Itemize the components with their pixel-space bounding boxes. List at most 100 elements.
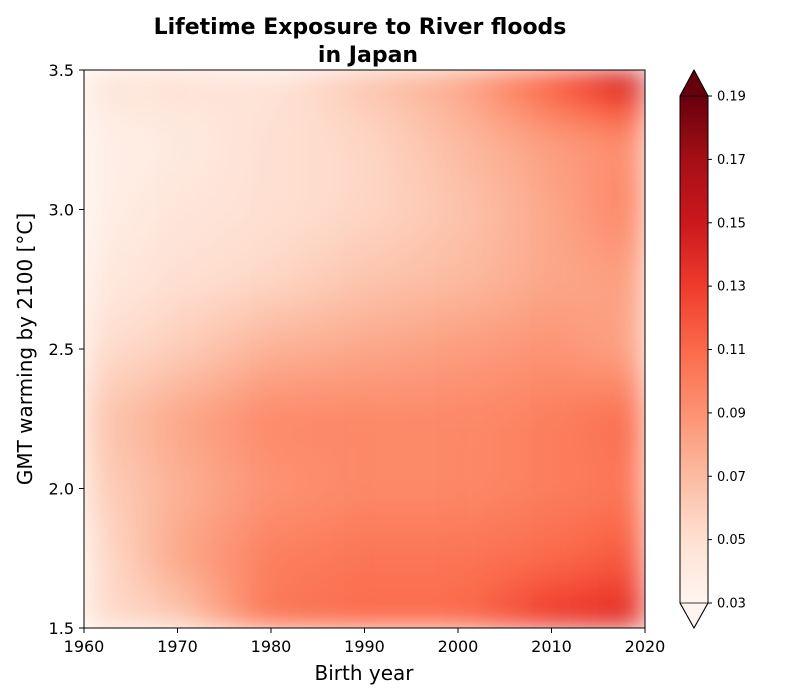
heatmap-cell: [299, 167, 309, 183]
y-axis-label: GMT warming by 2100 [°C]: [13, 213, 37, 485]
heatmap-cell: [214, 418, 225, 434]
heatmap-cell: [308, 516, 318, 531]
heatmap-cell: [373, 362, 384, 378]
heatmap-surface: [84, 70, 645, 628]
heatmap-cell: [476, 614, 487, 628]
heatmap-cell: [102, 432, 113, 448]
heatmap-cell: [317, 70, 328, 85]
heatmap-cell: [626, 111, 636, 127]
heatmap-cell: [317, 125, 328, 141]
heatmap-cell: [289, 167, 300, 183]
heatmap-cell: [467, 279, 477, 294]
heatmap-cell: [401, 544, 412, 559]
heatmap-cell: [280, 111, 290, 127]
heatmap-cell: [345, 376, 356, 392]
heatmap-cell: [233, 376, 244, 392]
heatmap-cell: [504, 558, 515, 573]
heatmap-cell: [542, 139, 552, 155]
heatmap-cell: [635, 362, 645, 378]
heatmap-cell: [140, 307, 150, 322]
heatmap-cell: [186, 474, 197, 490]
heatmap-cell: [635, 251, 645, 266]
heatmap-cell: [626, 125, 636, 141]
heatmap-cell: [336, 70, 346, 85]
heatmap-cell: [495, 516, 505, 531]
heatmap-cell: [458, 376, 468, 392]
heatmap-cell: [401, 390, 412, 406]
heatmap-cell: [317, 474, 328, 490]
heatmap-cell: [205, 488, 216, 504]
heatmap-cell: [214, 153, 225, 169]
heatmap-cell: [289, 530, 300, 545]
heatmap-cell: [420, 516, 431, 531]
heatmap-cell: [102, 97, 113, 113]
heatmap-cell: [598, 390, 608, 406]
heatmap-cell: [102, 70, 113, 85]
heatmap-cell: [345, 237, 356, 252]
heatmap-cell: [626, 390, 636, 406]
heatmap-cell: [252, 181, 262, 197]
heatmap-cell: [84, 307, 94, 322]
heatmap-cell: [439, 251, 449, 266]
heatmap-cell: [345, 195, 356, 211]
heatmap-cell: [542, 223, 552, 238]
heatmap-cell: [635, 614, 645, 628]
heatmap-cell: [280, 362, 290, 378]
heatmap-cell: [364, 223, 375, 238]
heatmap-cell: [588, 70, 599, 85]
heatmap-cell: [458, 209, 468, 225]
heatmap-cell: [177, 153, 188, 169]
heatmap-cell: [121, 349, 131, 364]
heatmap-cell: [149, 209, 159, 225]
heatmap-cell: [112, 502, 122, 517]
heatmap-cell: [205, 321, 216, 336]
heatmap-cell: [476, 111, 487, 127]
heatmap-cell: [140, 209, 150, 225]
heatmap-cell: [84, 349, 94, 364]
heatmap-cell: [439, 125, 449, 141]
heatmap-cell: [140, 404, 150, 420]
heatmap-cell: [252, 251, 262, 266]
heatmap-cell: [448, 97, 459, 113]
heatmap-cell: [420, 446, 431, 462]
heatmap-cell: [205, 460, 216, 476]
heatmap-cell: [252, 390, 262, 406]
heatmap-cell: [579, 167, 590, 183]
heatmap-cell: [140, 572, 150, 587]
heatmap-cell: [551, 97, 562, 113]
heatmap-cell: [607, 446, 618, 462]
heatmap-cell: [345, 97, 356, 113]
heatmap-cell: [196, 139, 206, 155]
heatmap-cell: [560, 390, 571, 406]
heatmap-cell: [560, 418, 571, 434]
heatmap-cell: [130, 265, 141, 280]
heatmap-cell: [308, 181, 318, 197]
heatmap-cell: [289, 265, 300, 280]
heatmap-cell: [149, 195, 159, 211]
heatmap-cell: [196, 418, 206, 434]
heatmap-cell: [439, 321, 449, 336]
heatmap-cell: [168, 321, 178, 336]
heatmap-cell: [551, 432, 562, 448]
heatmap-cell: [476, 349, 487, 364]
heatmap-cell: [327, 432, 337, 448]
heatmap-cell: [626, 600, 636, 615]
heatmap-cell: [308, 446, 318, 462]
heatmap-cell: [140, 474, 150, 490]
heatmap-cell: [598, 307, 608, 322]
heatmap-cell: [93, 586, 103, 601]
heatmap-cell: [429, 97, 440, 113]
heatmap-cell: [570, 502, 580, 517]
heatmap-cell: [626, 139, 636, 155]
heatmap-cell: [635, 153, 645, 169]
heatmap-cell: [355, 362, 365, 378]
heatmap-cell: [598, 321, 608, 336]
heatmap-cell: [532, 446, 543, 462]
heatmap-cell: [308, 153, 318, 169]
heatmap-cell: [177, 321, 188, 336]
heatmap-cell: [542, 209, 552, 225]
heatmap-cell: [411, 502, 421, 517]
heatmap-cell: [84, 209, 94, 225]
heatmap-cell: [308, 349, 318, 364]
heatmap-cell: [168, 404, 178, 420]
